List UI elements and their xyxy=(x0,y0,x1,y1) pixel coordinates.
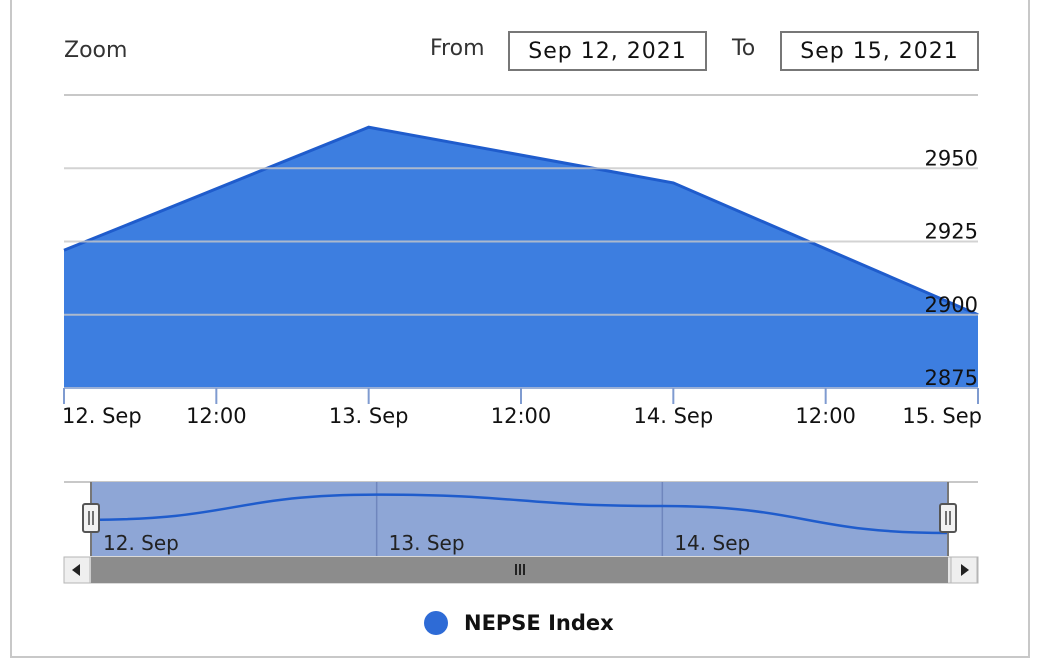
navigator-right-handle[interactable] xyxy=(940,504,956,532)
navigator-label: 12. Sep xyxy=(103,531,179,555)
y-tick-label: 2925 xyxy=(925,220,978,244)
series-area-nepse-index xyxy=(64,127,978,388)
x-tick-label: 15. Sep xyxy=(902,404,982,428)
legend-label: NEPSE Index xyxy=(464,611,614,635)
y-tick-label: 2875 xyxy=(925,366,978,390)
legend[interactable]: NEPSE Index xyxy=(424,611,614,635)
x-tick-label: 12. Sep xyxy=(62,404,142,428)
x-tick-label: 13. Sep xyxy=(329,404,409,428)
x-tick-label: 14. Sep xyxy=(634,404,714,428)
x-tick-label: 12:00 xyxy=(795,404,856,428)
y-tick-label: 2900 xyxy=(925,293,978,317)
x-tick-label: 12:00 xyxy=(186,404,247,428)
navigator-label: 14. Sep xyxy=(674,531,750,555)
navigator-label: 13. Sep xyxy=(389,531,465,555)
navigator-selected-range[interactable] xyxy=(91,482,948,556)
navigator-left-handle[interactable] xyxy=(83,504,99,532)
x-tick-label: 12:00 xyxy=(491,404,552,428)
legend-marker xyxy=(424,611,448,635)
y-tick-label: 2950 xyxy=(925,146,978,170)
